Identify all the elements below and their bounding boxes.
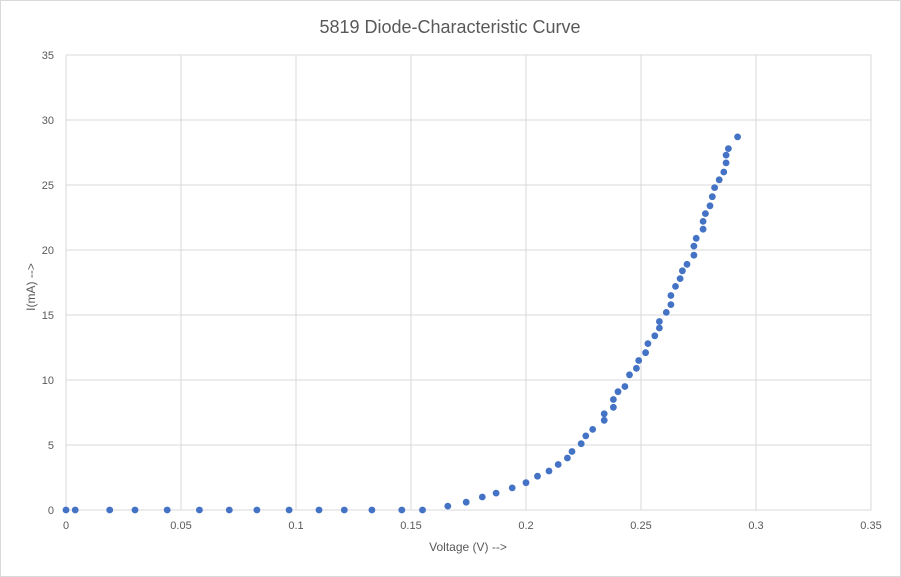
data-point [508, 484, 516, 492]
data-point [285, 506, 293, 514]
data-point [600, 416, 608, 424]
data-point [564, 454, 571, 462]
data-point [722, 159, 730, 167]
data-point [368, 506, 376, 514]
data-point [635, 357, 643, 364]
data-point [711, 184, 718, 192]
data-point [419, 506, 426, 514]
data-point [690, 242, 698, 250]
y-tick-label: 15 [42, 310, 54, 322]
data-point [478, 493, 486, 501]
data-point [62, 506, 70, 514]
data-point [720, 168, 728, 176]
x-tick-label: 0.2 [518, 520, 533, 532]
data-point [708, 193, 716, 201]
data-point [725, 145, 732, 153]
data-point [163, 506, 171, 514]
data-point [626, 371, 633, 379]
data-point [656, 318, 663, 325]
data-point [676, 275, 684, 282]
data-point [534, 472, 541, 480]
data-point [651, 332, 659, 340]
data-point [600, 410, 608, 418]
y-tick-label: 30 [42, 115, 54, 127]
data-point [633, 364, 640, 372]
y-tick-labels: 0 5 10 15 20 25 30 35 [42, 50, 54, 517]
data-point [702, 210, 709, 218]
data-point [699, 218, 707, 225]
data-point [492, 489, 500, 497]
data-point [662, 309, 670, 316]
y-tick-label: 5 [48, 440, 54, 452]
data-point [444, 502, 452, 510]
data-point [621, 383, 629, 390]
data-point [225, 506, 233, 514]
data-point [131, 506, 139, 514]
data-point [577, 440, 585, 448]
data-point [706, 202, 714, 210]
y-axis-label: I(mA) --> [24, 263, 38, 311]
data-point [610, 396, 617, 403]
x-tick-labels: 0 0.05 0.1 0.15 0.2 0.25 0.3 0.35 [63, 520, 882, 532]
y-tick-label: 10 [42, 375, 54, 387]
data-point [462, 498, 470, 506]
data-point [522, 479, 530, 487]
data-point [106, 506, 114, 514]
data-point [656, 324, 663, 332]
data-point [672, 283, 679, 290]
data-point [692, 234, 700, 242]
data-point [545, 467, 553, 475]
y-tick-label: 25 [42, 180, 54, 192]
x-tick-label: 0.35 [860, 520, 881, 532]
chart-title: 5819 Diode-Characteristic Curve [319, 17, 580, 37]
data-point [667, 292, 675, 299]
data-points [62, 133, 741, 514]
data-point [582, 432, 590, 440]
x-tick-label: 0.3 [748, 520, 763, 532]
data-point [589, 426, 597, 433]
data-point [614, 388, 622, 396]
data-point [722, 151, 730, 159]
data-point [683, 260, 691, 268]
data-point [690, 251, 698, 259]
data-point [699, 225, 707, 233]
x-tick-label: 0.25 [630, 520, 651, 532]
x-tick-label: 0 [63, 520, 69, 532]
data-point [568, 448, 576, 455]
x-tick-label: 0.1 [288, 520, 303, 532]
data-point [734, 133, 741, 141]
data-point [642, 349, 649, 357]
data-point [554, 461, 562, 468]
data-point [253, 506, 261, 514]
data-point [398, 506, 406, 514]
data-point [679, 267, 686, 275]
x-tick-label: 0.05 [170, 520, 191, 532]
y-tick-label: 35 [42, 50, 54, 62]
x-tick-label: 0.15 [400, 520, 421, 532]
data-point [340, 506, 348, 514]
gridlines [65, 54, 872, 511]
data-point [644, 340, 652, 347]
y-tick-label: 20 [42, 245, 54, 257]
x-axis-label: Voltage (V) --> [429, 540, 507, 554]
data-point [715, 176, 723, 184]
data-point [610, 403, 617, 411]
y-tick-label: 0 [48, 505, 54, 517]
data-point [315, 506, 323, 514]
data-point [71, 506, 79, 514]
data-point [667, 301, 675, 308]
data-point [196, 506, 203, 514]
